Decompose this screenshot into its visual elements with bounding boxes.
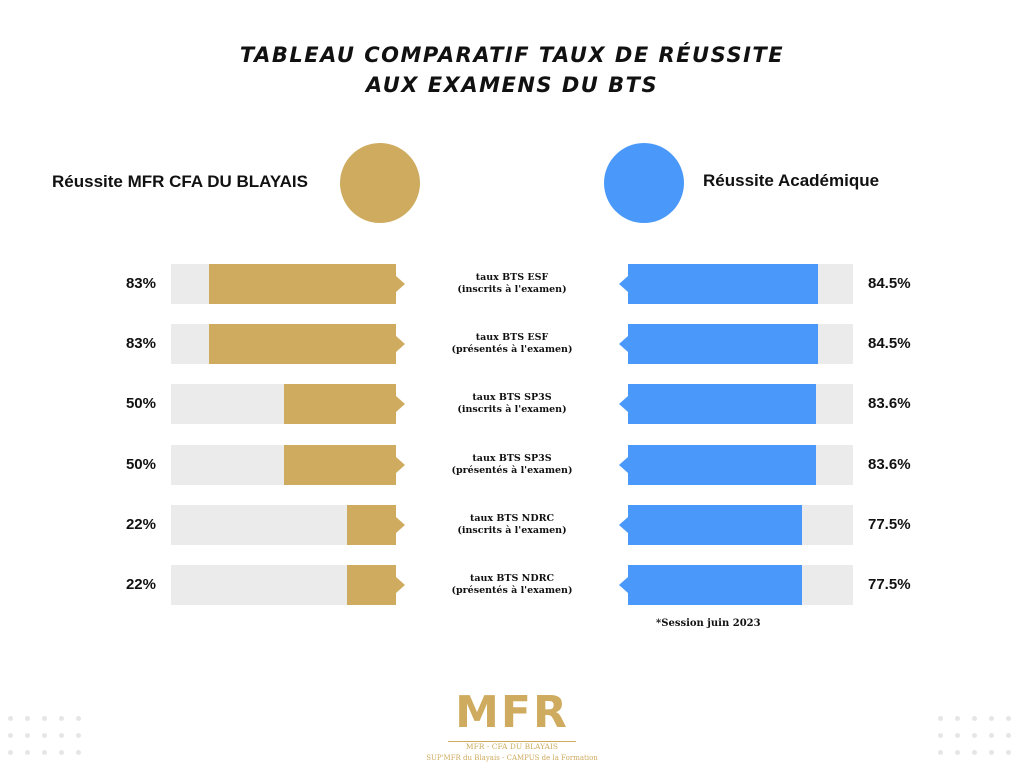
academic-bar-arrow — [619, 276, 628, 292]
academic-value-label: 84.5% — [868, 275, 911, 292]
mfr-bar — [209, 264, 396, 304]
category-detail: (inscrits à l'examen) — [457, 525, 567, 536]
title-line-1: TABLEAU COMPARATIF TAUX DE RÉUSSITE — [239, 43, 785, 67]
academic-bar-arrow — [619, 577, 628, 593]
chart-row: 22% taux BTS NDRC (présentés à l'examen) 77… — [0, 565, 1024, 605]
chart-row: 50% taux BTS SP3S (inscrits à l'examen) 83.… — [0, 384, 1024, 424]
category-detail: (présentés à l'examen) — [451, 344, 573, 355]
academic-bar-arrow — [619, 517, 628, 533]
academic-value-label: 83.6% — [868, 395, 911, 412]
academic-bar-track — [628, 384, 853, 424]
legend-label-mfr: Réussite MFR CFA DU BLAYAIS — [52, 172, 308, 191]
academic-bar — [628, 264, 819, 304]
title-line-2: AUX EXAMENS DU BTS — [365, 73, 659, 97]
chart-row: 50% taux BTS SP3S (présentés à l'examen) 83… — [0, 445, 1024, 485]
category-name: taux BTS ESF — [475, 332, 549, 343]
mfr-bar-arrow — [396, 336, 405, 352]
category-label: taux BTS NDRC (présentés à l'examen) — [412, 565, 612, 605]
chart-title: TABLEAU COMPARATIF TAUX DE RÉUSSITE AUX … — [0, 40, 1024, 100]
category-name: taux BTS NDRC — [469, 513, 555, 524]
category-detail: (inscrits à l'examen) — [457, 284, 567, 295]
category-label: taux BTS SP3S (présentés à l'examen) — [412, 445, 612, 485]
mfr-bar-track — [171, 505, 396, 545]
mfr-bar — [209, 324, 396, 364]
academic-value-label: 83.6% — [868, 456, 911, 473]
category-label: taux BTS NDRC (inscrits à l'examen) — [412, 505, 612, 545]
logo-line-1: MFR - CFA DU BLAYAIS — [447, 741, 577, 752]
decorative-dots-left — [8, 716, 93, 767]
mfr-bar — [283, 384, 396, 424]
academic-bar-track — [628, 324, 853, 364]
chart-row: 83% taux BTS ESF (présentés à l'examen) 84.… — [0, 324, 1024, 364]
mfr-value-label: 50% — [125, 456, 156, 473]
category-detail: (présentés à l'examen) — [451, 585, 573, 596]
category-label: taux BTS SP3S (inscrits à l'examen) — [412, 384, 612, 424]
mfr-value-label: 50% — [125, 395, 156, 412]
category-name: taux BTS NDRC — [469, 573, 555, 584]
mfr-bar — [346, 565, 396, 605]
mfr-bar — [346, 505, 396, 545]
logo-line-2: SUP'MFR du Blayais - CAMPUS de la Format… — [426, 754, 598, 762]
mfr-value-label: 22% — [125, 516, 156, 533]
legend-label-academic: Réussite Académique — [703, 171, 880, 190]
academic-bar — [628, 565, 803, 605]
academic-bar — [628, 445, 817, 485]
category-name: taux BTS ESF — [475, 272, 549, 283]
logo-mark: MFR — [455, 687, 569, 738]
mfr-logo: MFR MFR - CFA DU BLAYAIS SUP'MFR du Blay… — [0, 690, 1024, 763]
category-label: taux BTS ESF (inscrits à l'examen) — [412, 264, 612, 304]
academic-value-label: 84.5% — [868, 335, 911, 352]
legend-swatch-mfr — [340, 143, 420, 223]
academic-bar-track — [628, 565, 853, 605]
mfr-bar-track — [171, 565, 396, 605]
academic-value-label: 77.5% — [868, 516, 911, 533]
academic-bar-track — [628, 505, 853, 545]
chart-row: 22% taux BTS NDRC (inscrits à l'examen) 77.… — [0, 505, 1024, 545]
mfr-value-label: 83% — [125, 335, 156, 352]
mfr-bar — [283, 445, 396, 485]
mfr-bar-track — [171, 384, 396, 424]
academic-bar-arrow — [619, 396, 628, 412]
chart-row: 83% taux BTS ESF (inscrits à l'examen) 84.5… — [0, 264, 1024, 304]
academic-bar — [628, 324, 819, 364]
mfr-bar-track — [171, 445, 396, 485]
mfr-value-label: 22% — [125, 576, 156, 593]
academic-bar — [628, 505, 803, 545]
mfr-bar-arrow — [396, 396, 405, 412]
mfr-bar-arrow — [396, 577, 405, 593]
category-detail: (présentés à l'examen) — [451, 465, 573, 476]
mfr-bar-track — [171, 264, 396, 304]
academic-bar-arrow — [619, 336, 628, 352]
academic-value-label: 77.5% — [868, 576, 911, 593]
decorative-dots-right — [938, 716, 1023, 767]
mfr-value-label: 83% — [125, 275, 156, 292]
academic-bar-arrow — [619, 457, 628, 473]
academic-bar — [628, 384, 817, 424]
category-detail: (inscrits à l'examen) — [457, 404, 567, 415]
mfr-bar-arrow — [396, 517, 405, 533]
academic-bar-track — [628, 264, 853, 304]
category-label: taux BTS ESF (présentés à l'examen) — [412, 324, 612, 364]
category-name: taux BTS SP3S — [472, 453, 552, 464]
mfr-bar-arrow — [396, 276, 405, 292]
mfr-bar-arrow — [396, 457, 405, 473]
academic-bar-track — [628, 445, 853, 485]
mfr-bar-track — [171, 324, 396, 364]
footnote: *Session juin 2023 — [656, 618, 761, 629]
legend-swatch-academic — [604, 143, 684, 223]
category-name: taux BTS SP3S — [472, 392, 552, 403]
